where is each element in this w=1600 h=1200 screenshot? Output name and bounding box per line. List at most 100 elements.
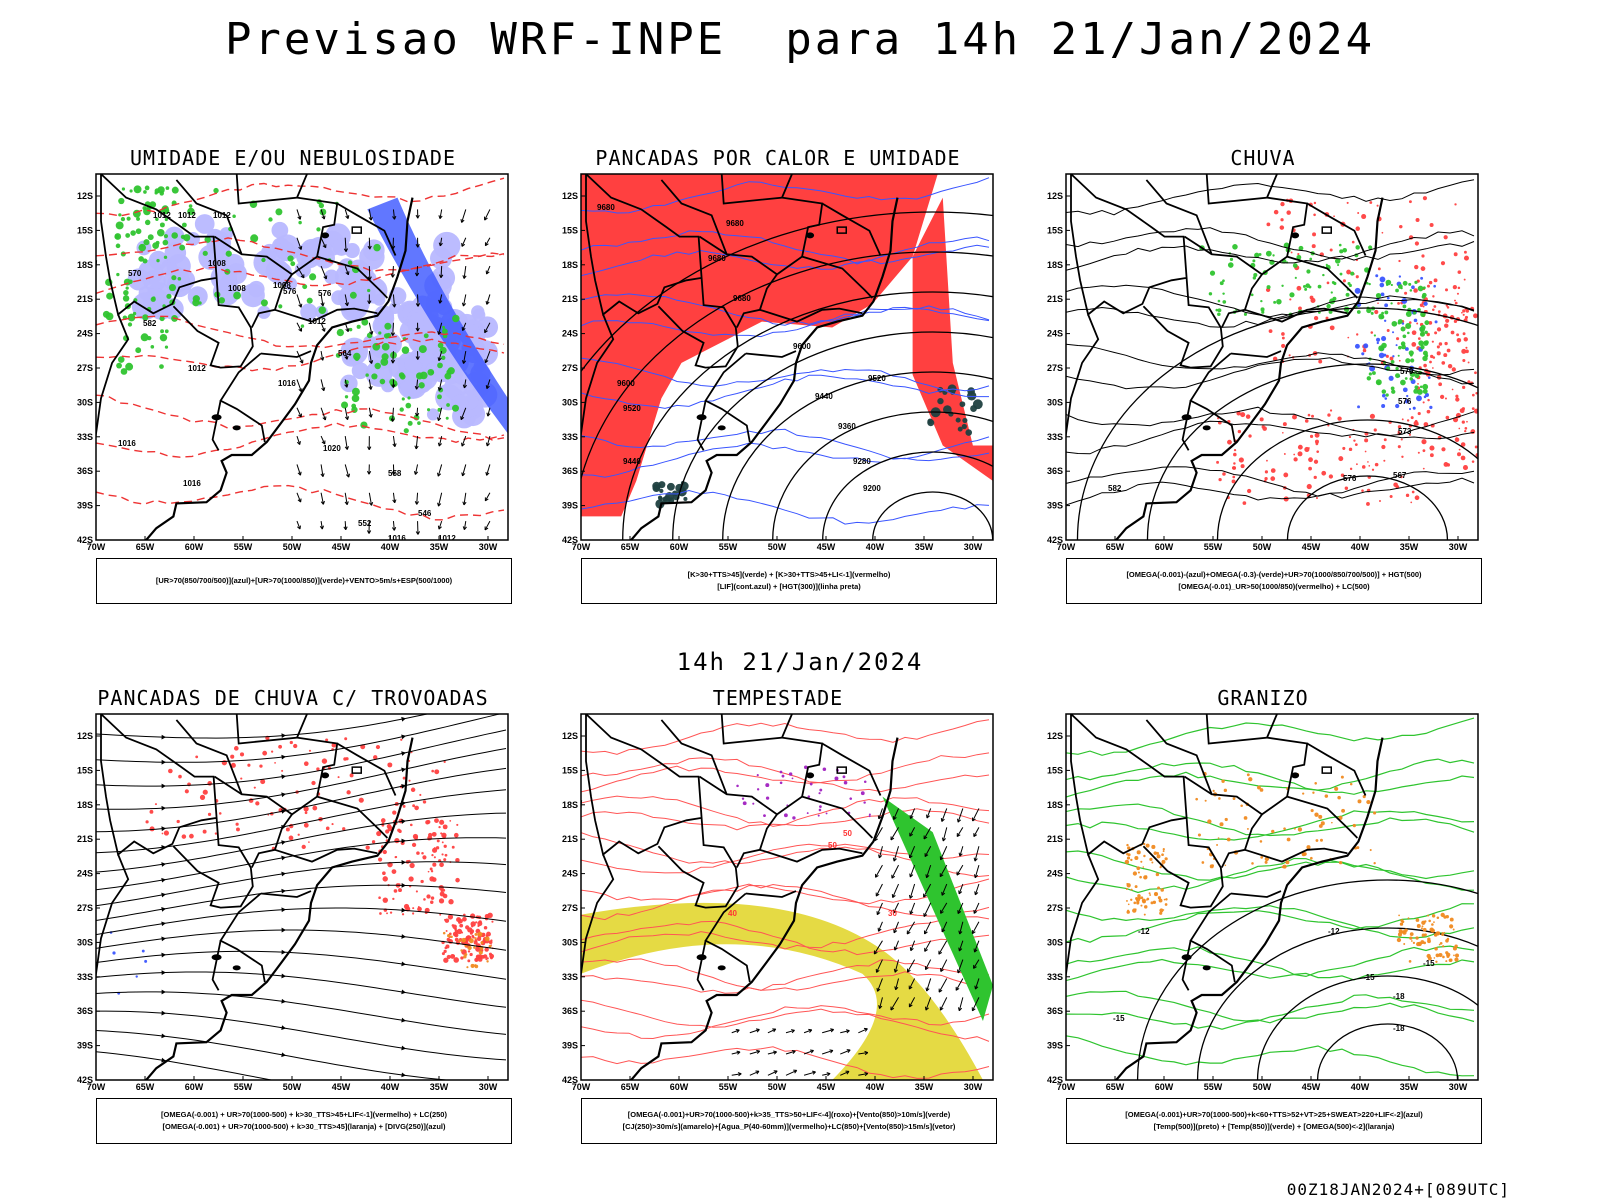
humidity-green-area [125, 362, 134, 371]
contour-label: 9280 [853, 457, 871, 466]
country-border [696, 400, 707, 451]
panel-legend: [OMEGA(-0.001)+UR>70(1000-500)+k<60+TTS>… [1066, 1098, 1482, 1144]
storm-red-area [382, 849, 387, 855]
wind-vector [755, 1070, 760, 1075]
rain-blue-area [1401, 297, 1408, 304]
rain-blue-area [1427, 376, 1431, 380]
wind-arrow [296, 209, 301, 220]
hail-orange-area [1403, 943, 1406, 946]
lon-label: 35W [1400, 542, 1419, 552]
wind-arrow [390, 418, 395, 422]
rain-blue-area [1406, 394, 1409, 398]
country-border [585, 714, 703, 857]
wind-arrow [298, 303, 303, 308]
hail-orange-area [1150, 901, 1154, 905]
rain-green-area [1217, 312, 1221, 316]
storm-red-area [202, 829, 207, 834]
humidity-green-area [306, 297, 313, 304]
severe-purple-area [868, 813, 871, 816]
humidity-green-area [164, 345, 169, 349]
storm-red-area [289, 740, 293, 745]
country-border [657, 277, 739, 369]
rain-red-area [1344, 486, 1349, 490]
humidity-green-area [127, 313, 136, 322]
hail-orange-area [1443, 931, 1446, 934]
rain-red-area [1397, 445, 1401, 449]
wind-arrow [390, 332, 396, 336]
storm-red-area [441, 853, 444, 856]
rain-red-area [1451, 388, 1454, 391]
storm-red-area [218, 812, 222, 815]
rain-green-area [1222, 279, 1225, 283]
wind-vector [972, 808, 980, 822]
humidity-green-area [371, 373, 378, 380]
humidity-green-area [162, 207, 170, 215]
rain-red-area [1438, 342, 1443, 346]
wind-streamline [96, 812, 507, 873]
convective-dark-area [683, 496, 688, 501]
severe-purple-area [849, 797, 853, 800]
rain-red-area [1428, 280, 1433, 285]
humidity-green-area [380, 358, 389, 366]
hail-orange-area [1161, 859, 1166, 864]
wind-vector [892, 883, 899, 898]
rain-red-area [1457, 286, 1461, 290]
wind-arrow [344, 265, 349, 275]
wind-arrow [345, 215, 350, 219]
hail-orange-area [1338, 860, 1343, 865]
lon-label: 65W [621, 542, 640, 552]
wind-arrow [486, 265, 491, 275]
lat-label: 27S [77, 363, 93, 373]
rain-blue-area [1395, 344, 1398, 347]
storm-red-area [149, 826, 155, 832]
wind-arrow [368, 413, 373, 418]
storm-red-area [477, 921, 483, 927]
wind-vector [941, 921, 948, 933]
wind-arrow [437, 357, 442, 362]
map-svg: 9680968096809680960095209440936092809200… [562, 173, 994, 552]
rain-red-area [1453, 319, 1458, 324]
hail-orange-area [1164, 857, 1168, 861]
wind-arrow [297, 498, 302, 503]
temp850-contour [1066, 803, 1475, 837]
rain-red-area [1471, 393, 1475, 397]
hail-orange-area [1421, 925, 1424, 928]
hail-orange-area [1401, 920, 1405, 923]
rain-red-area [1463, 255, 1469, 261]
rain-red-area [1462, 385, 1466, 390]
wind-arrow [438, 299, 443, 304]
rain-green-area [1405, 323, 1412, 329]
wind-arrow [296, 435, 301, 445]
wind-streamline [161, 826, 166, 832]
hail-orange-area [1408, 960, 1412, 963]
hail-orange-area [1324, 794, 1329, 798]
wind-vector [974, 985, 979, 990]
wind-arrow [320, 473, 325, 477]
wind-vector [876, 978, 883, 992]
hail-orange-area [1331, 821, 1333, 824]
hail-orange-area [1136, 850, 1141, 855]
hail-orange-area [1143, 913, 1146, 916]
wind-arrow [320, 237, 327, 248]
rain-red-area [1227, 439, 1232, 445]
country-border [211, 940, 222, 991]
thickness-contour [96, 253, 505, 294]
rain-green-area [1402, 334, 1407, 339]
wind-arrow [460, 407, 467, 420]
hail-orange-area [1312, 791, 1315, 794]
wind-arrow [439, 237, 443, 247]
humidity-green-area [118, 213, 122, 217]
wind-vector [909, 947, 914, 952]
hail-orange-area [1446, 937, 1450, 941]
storm-red-area [431, 854, 434, 857]
lake [211, 954, 222, 961]
wind-arrow [344, 407, 349, 420]
humidity-blue-area [426, 408, 440, 421]
storm-red-area [469, 931, 473, 935]
wind-arrow [437, 417, 442, 422]
rain-red-area [1240, 464, 1245, 469]
wind-vector [924, 921, 932, 935]
rain-blue-area [1378, 352, 1385, 359]
wind-streamline [401, 838, 406, 844]
lc850-contour [581, 757, 990, 793]
